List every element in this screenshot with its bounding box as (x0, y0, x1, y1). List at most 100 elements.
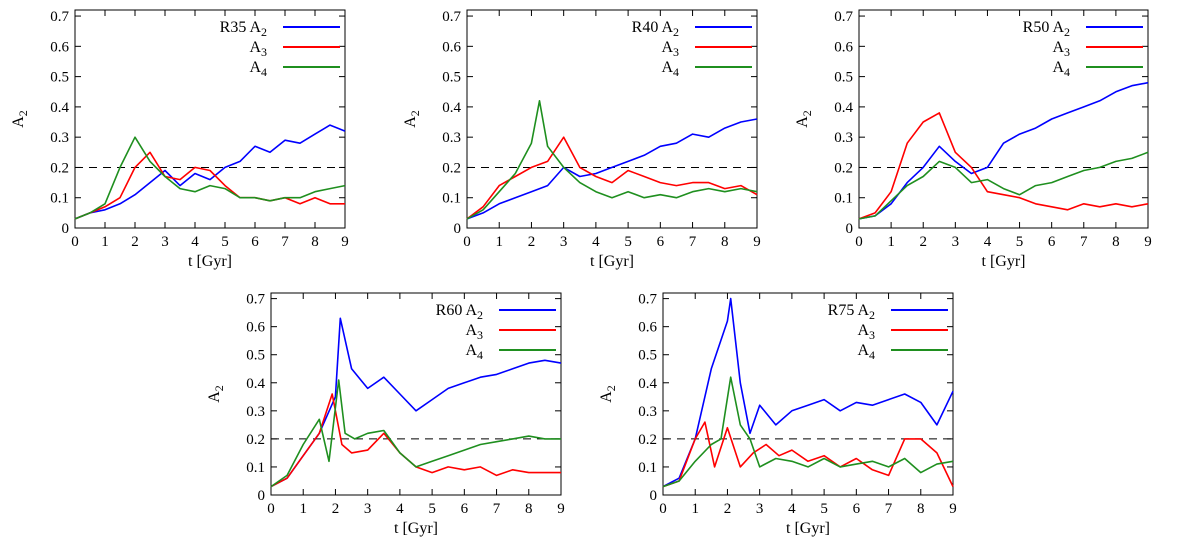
panel-r75: 0 1 2 3 4 5 6 7 8 9 0 0.1 0.2 0.3 0.4 0.5 0.6 0.7 t [Gyr] A… (598, 292, 957, 537)
y-tick-label: 0 (846, 221, 854, 237)
y-tick-label: 0.4 (246, 376, 265, 392)
y-tick-label: 0.1 (246, 460, 265, 476)
legend-label: A4 (661, 59, 679, 79)
y-tick-label: 0.6 (834, 39, 853, 55)
y-tick-label: 0.6 (246, 320, 265, 336)
legend-label: R60 A2 (436, 302, 483, 322)
x-tick-label: 0 (463, 234, 471, 250)
x-tick-label: 8 (1112, 234, 1120, 250)
legend-label: A3 (857, 322, 875, 342)
x-tick-label: 4 (396, 501, 404, 517)
x-tick-label: 5 (221, 234, 229, 250)
y-tick-label: 0.4 (834, 100, 853, 116)
panel-r40: 0 1 2 3 4 5 6 7 8 9 0 0.1 0.2 0.3 0.4 0.5 0.6 0.7 t [Gyr] A… (402, 9, 761, 270)
x-tick-label: 9 (753, 234, 761, 250)
y-tick-label: 0.3 (246, 404, 265, 420)
x-tick-label: 1 (495, 234, 503, 250)
y-tick-label: 0.2 (246, 432, 265, 448)
x-axis-label: t [Gyr] (188, 253, 232, 270)
series-line-a4 (74, 136, 346, 220)
legend-label: R75 A2 (828, 302, 875, 322)
y-tick-label: 0 (62, 221, 70, 237)
y-tick-label: 0 (650, 488, 658, 504)
y-axis-label: A2 (10, 110, 30, 128)
legend-label: R50 A2 (1023, 19, 1070, 39)
y-tick-label: 0.4 (442, 100, 461, 116)
x-tick-label: 1 (299, 501, 307, 517)
y-tick-label: 0.1 (50, 191, 69, 207)
legend-label: A3 (249, 39, 267, 59)
series-line-a4 (662, 376, 954, 488)
x-tick-label: 3 (952, 234, 960, 250)
x-tick-label: 9 (341, 234, 349, 250)
x-tick-label: 6 (1048, 234, 1056, 250)
legend-label: A4 (465, 342, 483, 362)
x-tick-label: 9 (949, 501, 957, 517)
y-tick-label: 0.7 (50, 9, 69, 25)
series-line-a3 (270, 393, 561, 488)
x-tick-label: 4 (984, 234, 992, 250)
x-axis-label: t [Gyr] (590, 253, 634, 270)
y-tick-label: 0.5 (638, 348, 657, 364)
series-line-a3 (662, 421, 954, 488)
x-tick-label: 3 (560, 234, 568, 250)
legend-label: A3 (661, 39, 679, 59)
plot-frame (270, 292, 562, 496)
x-tick-label: 7 (885, 501, 893, 517)
plot-frame (662, 292, 954, 496)
legend-label: A3 (1052, 39, 1070, 59)
y-tick-label: 0.7 (442, 9, 461, 25)
series-line-a3 (858, 112, 1149, 220)
y-tick-label: 0.3 (50, 130, 69, 146)
x-tick-label: 8 (311, 234, 319, 250)
legend-label: R35 A2 (220, 19, 267, 39)
x-tick-label: 3 (161, 234, 169, 250)
x-tick-label: 6 (657, 234, 665, 250)
y-tick-label: 0 (258, 488, 266, 504)
y-tick-label: 0.5 (442, 70, 461, 86)
x-axis-label: t [Gyr] (394, 520, 438, 537)
panel-r50: 0 1 2 3 4 5 6 7 8 9 0 0.1 0.2 0.3 0.4 0.5 0.6 0.7 t [Gyr] A… (794, 9, 1152, 270)
panel-r60: 0 1 2 3 4 5 6 7 8 9 0 0.1 0.2 0.3 0.4 0.5 0.6 0.7 t [Gyr] A… (206, 292, 565, 537)
x-tick-label: 0 (659, 501, 667, 517)
x-tick-label: 8 (525, 501, 533, 517)
x-tick-label: 5 (624, 234, 632, 250)
x-tick-label: 9 (1144, 234, 1152, 250)
y-tick-label: 0.1 (638, 460, 657, 476)
x-tick-label: 4 (788, 501, 796, 517)
y-tick-label: 0.6 (638, 320, 657, 336)
series-line-a2 (270, 317, 562, 488)
x-tick-label: 0 (71, 234, 79, 250)
y-tick-label: 0 (454, 221, 462, 237)
series-line-a2 (74, 124, 346, 220)
x-tick-label: 0 (267, 501, 275, 517)
legend-label: A4 (249, 59, 267, 79)
y-tick-label: 0.7 (834, 9, 853, 25)
x-tick-label: 5 (428, 501, 436, 517)
y-tick-label: 0.4 (50, 100, 69, 116)
plot-frame (858, 9, 1149, 229)
x-tick-label: 2 (332, 501, 340, 517)
x-tick-label: 7 (493, 501, 501, 517)
series-line-a2 (466, 118, 758, 220)
x-tick-label: 5 (1016, 234, 1024, 250)
y-axis-label: A2 (598, 385, 618, 403)
legend-label: A3 (465, 322, 483, 342)
x-tick-label: 2 (131, 234, 139, 250)
legend-label: R40 A2 (632, 19, 679, 39)
x-tick-label: 2 (724, 501, 732, 517)
x-tick-label: 9 (557, 501, 565, 517)
x-tick-label: 6 (251, 234, 259, 250)
x-tick-label: 5 (820, 501, 828, 517)
y-tick-label: 0.1 (442, 191, 461, 207)
x-tick-label: 6 (853, 501, 861, 517)
x-tick-label: 1 (101, 234, 109, 250)
y-tick-label: 0.3 (834, 130, 853, 146)
y-tick-label: 0.6 (50, 39, 69, 55)
x-tick-label: 4 (592, 234, 600, 250)
series-line-a2 (858, 81, 1149, 220)
series-line-a4 (858, 151, 1149, 220)
series-line-a3 (74, 151, 345, 220)
x-tick-label: 2 (528, 234, 536, 250)
